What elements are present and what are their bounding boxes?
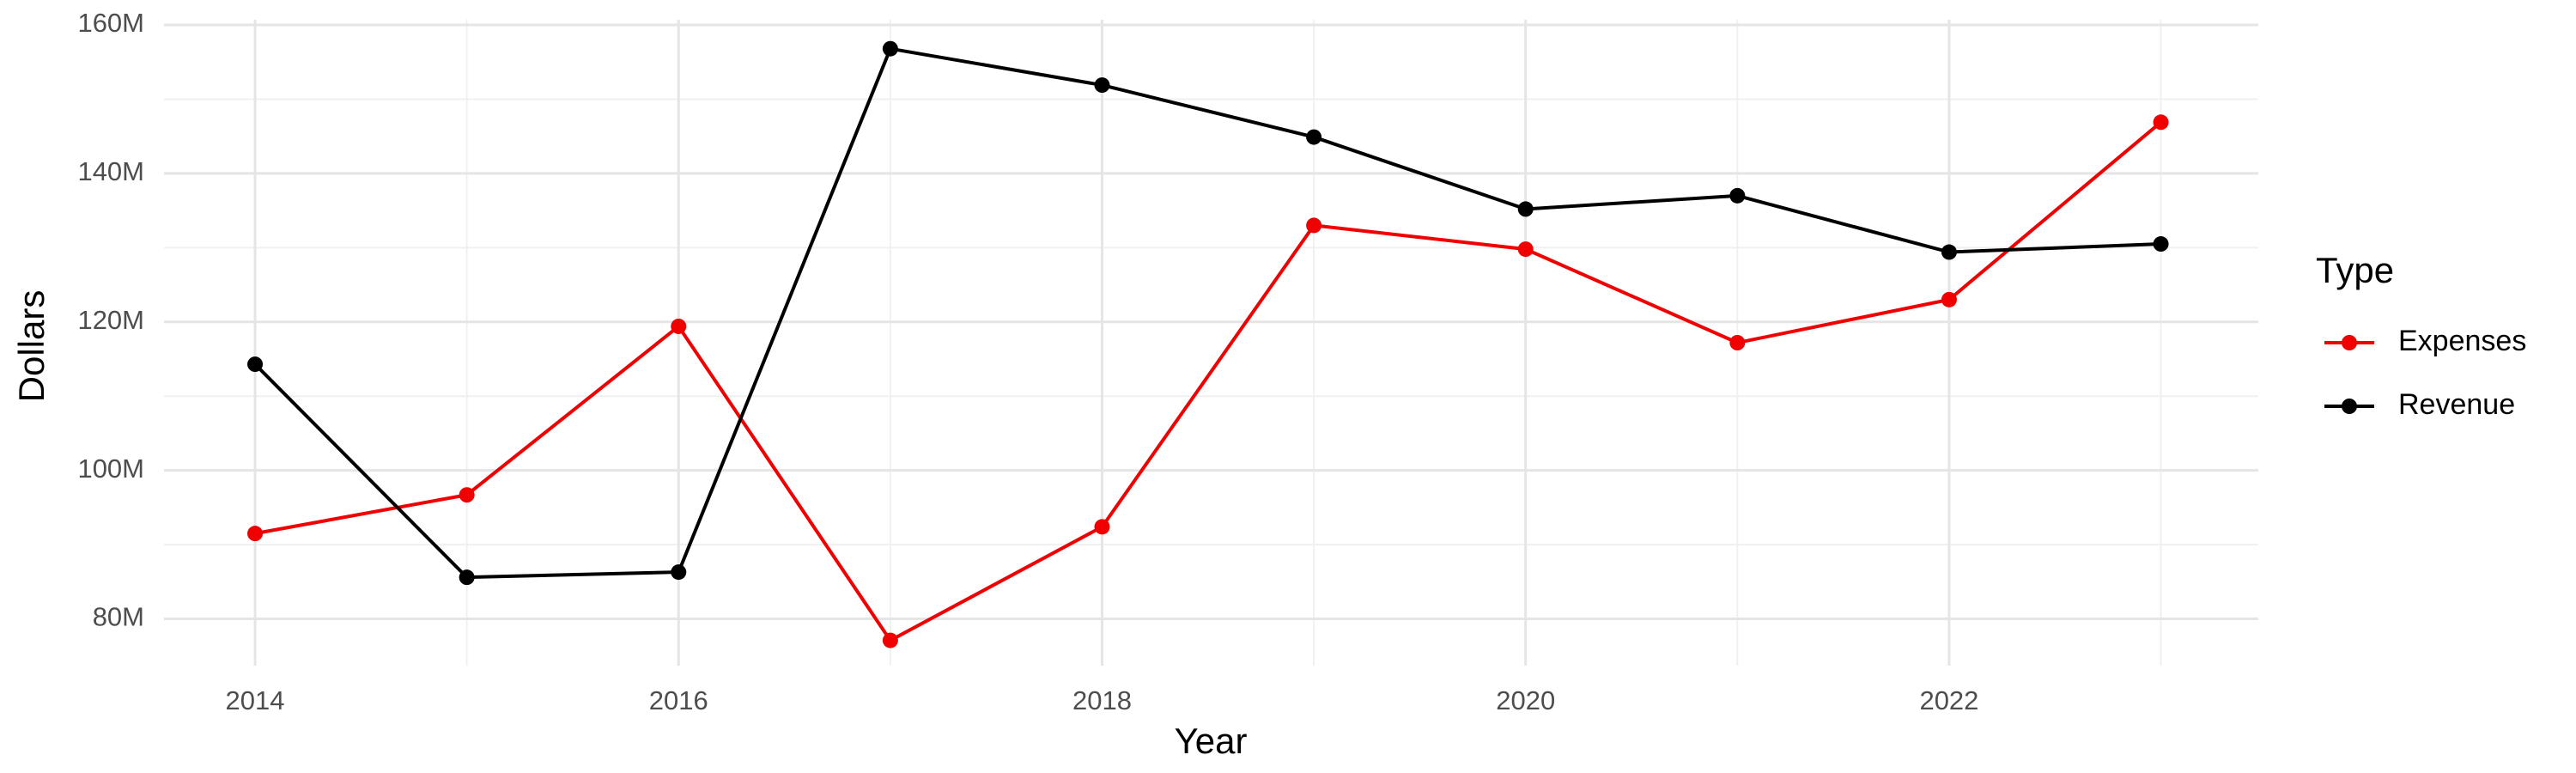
data-point: [1941, 244, 1957, 260]
y-tick-label: 100M: [77, 453, 144, 484]
data-point: [459, 569, 475, 586]
data-point: [1941, 291, 1957, 307]
data-point: [2153, 236, 2169, 253]
x-tick-label: 2020: [1496, 685, 1555, 715]
data-point: [671, 564, 687, 581]
x-tick-label: 2022: [1919, 685, 1978, 715]
y-tick-label: 80M: [93, 602, 144, 632]
data-point: [247, 356, 264, 373]
data-point: [882, 632, 898, 648]
grid: [164, 20, 2258, 666]
data-point: [1306, 129, 1322, 145]
y-tick-label: 160M: [77, 8, 144, 38]
legend-label: Revenue: [2398, 388, 2515, 421]
x-tick-label: 2018: [1072, 685, 1132, 715]
data-point: [671, 318, 687, 334]
x-tick-label: 2016: [649, 685, 708, 715]
legend-point: [2342, 335, 2357, 350]
data-point: [1517, 201, 1534, 217]
data-point: [1517, 241, 1534, 258]
legend-label: Expenses: [2398, 325, 2526, 357]
x-axis-title: Year: [1175, 721, 1248, 761]
series-line: [254, 120, 2162, 643]
y-tick-label: 120M: [77, 305, 144, 335]
data-point: [1729, 335, 1746, 350]
data-point: [1306, 217, 1322, 234]
data-point: [1094, 519, 1110, 535]
series-line: [253, 46, 2161, 580]
legend-point: [2342, 399, 2357, 414]
data-point: [1729, 187, 1746, 204]
y-axis-title: Dollars: [11, 290, 52, 403]
legend-title: Type: [2316, 250, 2394, 290]
data-point: [2153, 114, 2169, 131]
data-point: [1094, 77, 1110, 94]
data-point: [459, 487, 475, 503]
x-tick-label: 2014: [226, 685, 285, 715]
data-point: [882, 40, 898, 57]
y-tick-label: 140M: [77, 156, 144, 186]
data-point: [247, 526, 264, 542]
